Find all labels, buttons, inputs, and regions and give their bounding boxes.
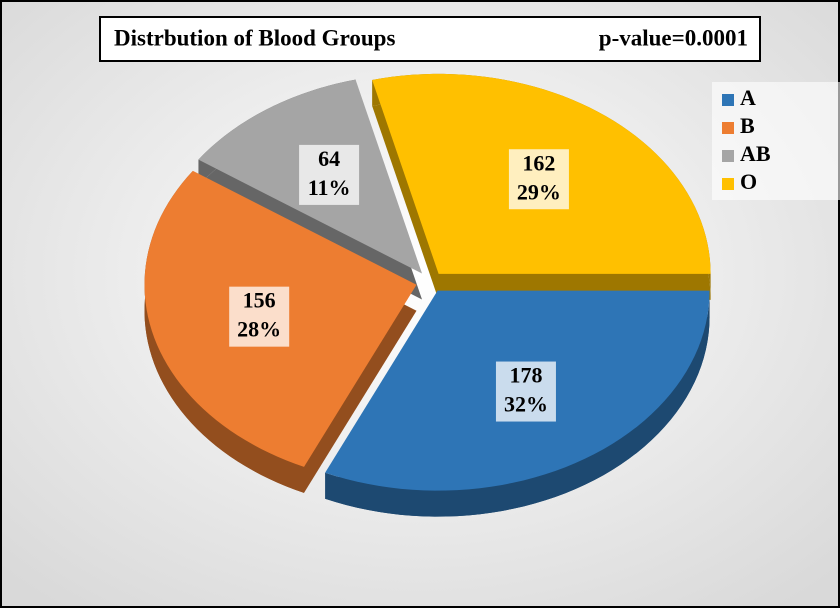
label-box: [229, 286, 290, 347]
legend-label: O: [740, 169, 757, 194]
data-label: 11%: [308, 175, 351, 200]
legend-swatch: [722, 178, 734, 190]
legend-swatch: [722, 94, 734, 106]
chart-title: Distrbution of Blood Groups: [114, 25, 395, 50]
legend-swatch: [722, 122, 734, 134]
slice-side: [144, 170, 305, 493]
data-label: 178: [509, 363, 542, 388]
data-label: 29%: [517, 179, 561, 204]
label-box: [508, 149, 569, 210]
label-box: [495, 361, 556, 422]
data-label: 64: [318, 146, 340, 171]
legend-label: AB: [740, 141, 771, 166]
legend-label: B: [740, 113, 755, 138]
title-box: [99, 16, 761, 62]
data-label: 28%: [237, 317, 281, 342]
data-label: 32%: [504, 392, 548, 417]
annotation: p-value=0.0001: [599, 25, 748, 50]
data-label: 162: [522, 150, 555, 175]
label-box: [299, 144, 360, 205]
legend-swatch: [722, 150, 734, 162]
legend-label: A: [740, 85, 756, 110]
data-label: 156: [243, 288, 276, 313]
slice-side: [325, 290, 710, 517]
